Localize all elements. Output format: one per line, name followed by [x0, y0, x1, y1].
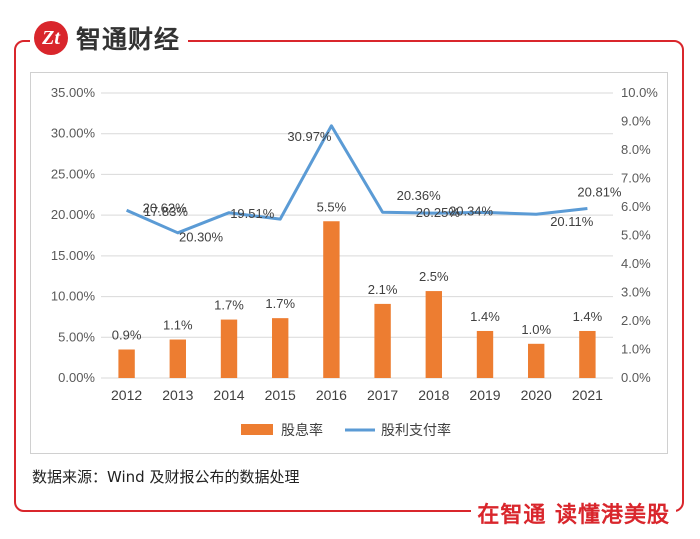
- x-tick-label: 2016: [316, 387, 347, 403]
- line-data-label: 17.83%: [144, 204, 189, 219]
- legend-label-line: 股利支付率: [381, 422, 451, 438]
- x-tick-label: 2021: [572, 387, 603, 403]
- y-right-tick-label: 5.0%: [621, 228, 651, 243]
- line-data-label: 30.97%: [287, 129, 332, 144]
- y-right-tick-label: 6.0%: [621, 199, 651, 214]
- bar-data-label: 1.4%: [573, 309, 603, 324]
- bar-data-label: 2.5%: [419, 269, 449, 284]
- brand-logo-icon: Zt: [34, 21, 68, 55]
- card-frame: [14, 40, 684, 512]
- bar-data-label: 1.0%: [521, 322, 551, 337]
- line-data-label: 20.30%: [179, 230, 224, 245]
- y-left-tick-label: 5.00%: [58, 329, 95, 344]
- x-tick-label: 2019: [469, 387, 500, 403]
- y-left-tick-label: 30.00%: [51, 126, 96, 141]
- line-data-label: 20.62%: [143, 200, 188, 215]
- x-tick-label: 2020: [521, 387, 552, 403]
- bar-2015: [272, 318, 289, 378]
- bar-2019: [476, 330, 494, 378]
- chart-container: 0.00% 5.00% 10.00% 15.00% 20.00% 25.00% 30.00%…: [30, 72, 668, 454]
- bar-2021: [579, 330, 596, 378]
- bar-data-label: 2.1%: [368, 282, 398, 297]
- line-data-label: 20.34%: [449, 203, 494, 218]
- bar-2017: [374, 303, 391, 378]
- x-tick-label: 2015: [265, 387, 296, 403]
- y-right-tick-label: 10.0%: [621, 85, 658, 100]
- bar-data-label: 5.5%: [317, 199, 347, 214]
- bar-data-label: 0.9%: [112, 328, 142, 343]
- line-data-label: 20.36%: [397, 188, 442, 203]
- bar-2014: [220, 319, 238, 378]
- bar-2020: [528, 343, 545, 378]
- y-left-tick-label: 35.00%: [51, 85, 96, 100]
- line-data-label: 20.11%: [550, 214, 594, 229]
- bar-2012: [118, 349, 135, 378]
- y-left-tick-label: 20.00%: [51, 207, 96, 222]
- brand-name: 智通财经: [76, 25, 181, 54]
- combo-chart: 0.00% 5.00% 10.00% 15.00% 20.00% 25.00% 30.00%…: [51, 85, 658, 438]
- line-data-label: 20.25%: [416, 205, 461, 220]
- x-tick-label: 2013: [162, 387, 193, 403]
- legend-swatch-bar: [241, 424, 273, 435]
- y-left-tick-label: 15.00%: [51, 248, 96, 263]
- line-data-label: 19.51%: [230, 206, 275, 221]
- y-left-tick-label: 0.00%: [58, 370, 95, 385]
- y-right-tick-label: 0.0%: [621, 370, 651, 385]
- footer-slogan: 在智通 读懂港美股: [471, 497, 676, 529]
- y-left-tick-label: 10.00%: [51, 289, 96, 304]
- bar-data-label: 1.1%: [163, 318, 193, 333]
- y-right-tick-label: 8.0%: [621, 142, 651, 157]
- line-series-payout: [125, 124, 588, 235]
- y-right-tick-label: 4.0%: [621, 256, 651, 271]
- y-right-tick-label: 9.0%: [621, 114, 651, 129]
- y-right-tick-label: 1.0%: [621, 342, 651, 357]
- bar-2018: [425, 291, 442, 378]
- bar-2016: [323, 221, 340, 378]
- y-left-tick-label: 25.00%: [51, 166, 96, 181]
- x-tick-label: 2014: [213, 387, 244, 403]
- y-right-tick-label: 2.0%: [621, 313, 651, 328]
- x-tick-label: 2017: [367, 387, 398, 403]
- x-tick-label: 2018: [418, 387, 449, 403]
- bar-2013: [169, 339, 186, 378]
- y-right-tick-label: 3.0%: [621, 285, 651, 300]
- bar-data-label: 1.7%: [214, 298, 244, 313]
- legend-label-bar: 股息率: [281, 422, 323, 438]
- x-tick-label: 2012: [111, 387, 142, 403]
- y-right-tick-label: 7.0%: [621, 171, 651, 186]
- bar-data-label: 1.4%: [470, 309, 500, 324]
- line-data-label: 20.81%: [577, 185, 622, 200]
- brand-header: Zt 智通财经: [30, 15, 189, 61]
- bar-data-label: 1.7%: [265, 296, 295, 311]
- source-note: 数据来源：Wind 及财报公布的数据处理: [32, 468, 300, 486]
